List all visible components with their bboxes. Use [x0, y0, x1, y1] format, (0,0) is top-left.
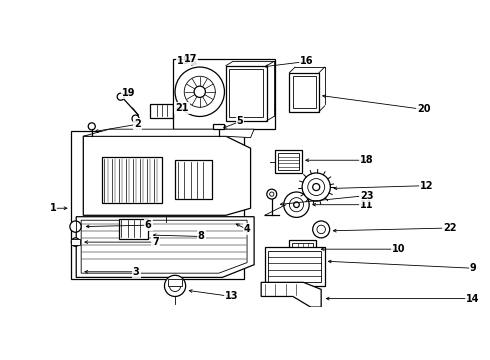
Text: 19: 19 — [122, 88, 136, 98]
Bar — [226, 66, 267, 121]
Text: 4: 4 — [244, 224, 250, 234]
Text: 11: 11 — [360, 200, 374, 210]
Circle shape — [284, 192, 309, 217]
Bar — [268, 251, 321, 282]
Circle shape — [313, 221, 330, 238]
Polygon shape — [83, 129, 254, 138]
Bar — [275, 150, 302, 173]
Bar — [168, 279, 182, 286]
Text: 17: 17 — [184, 54, 197, 64]
Text: 23: 23 — [360, 190, 374, 201]
Text: 10: 10 — [392, 244, 406, 254]
Polygon shape — [261, 282, 321, 307]
Circle shape — [71, 238, 80, 246]
Text: 16: 16 — [300, 57, 314, 66]
Text: 5: 5 — [237, 116, 244, 126]
Bar — [278, 153, 299, 170]
Text: 8: 8 — [198, 231, 205, 242]
Text: 3: 3 — [133, 267, 140, 277]
Bar — [293, 76, 316, 108]
Text: 14: 14 — [466, 294, 480, 303]
Text: 9: 9 — [469, 263, 476, 273]
Text: 2: 2 — [134, 119, 141, 129]
Text: 18: 18 — [360, 155, 374, 165]
Bar — [265, 247, 325, 286]
Bar — [175, 160, 212, 199]
Polygon shape — [83, 136, 250, 215]
Text: 15: 15 — [177, 57, 190, 66]
Text: 12: 12 — [420, 181, 434, 191]
Text: 20: 20 — [417, 104, 430, 114]
Polygon shape — [81, 220, 247, 273]
Bar — [290, 240, 316, 260]
Text: 1: 1 — [49, 203, 56, 213]
Circle shape — [302, 173, 330, 201]
Bar — [213, 123, 224, 129]
Circle shape — [70, 221, 81, 232]
Bar — [229, 69, 263, 117]
Bar — [292, 243, 314, 257]
Bar — [150, 104, 173, 118]
Polygon shape — [76, 217, 254, 278]
Text: 7: 7 — [152, 237, 159, 247]
Bar — [119, 219, 148, 239]
Text: 6: 6 — [145, 220, 151, 230]
Bar — [102, 157, 162, 203]
Bar — [71, 131, 244, 279]
Bar — [290, 73, 319, 112]
Circle shape — [165, 275, 186, 297]
Bar — [173, 59, 275, 129]
Text: 21: 21 — [175, 103, 189, 113]
Circle shape — [267, 189, 277, 199]
Text: 22: 22 — [443, 223, 456, 233]
Text: 13: 13 — [225, 292, 238, 301]
Bar — [71, 239, 80, 245]
